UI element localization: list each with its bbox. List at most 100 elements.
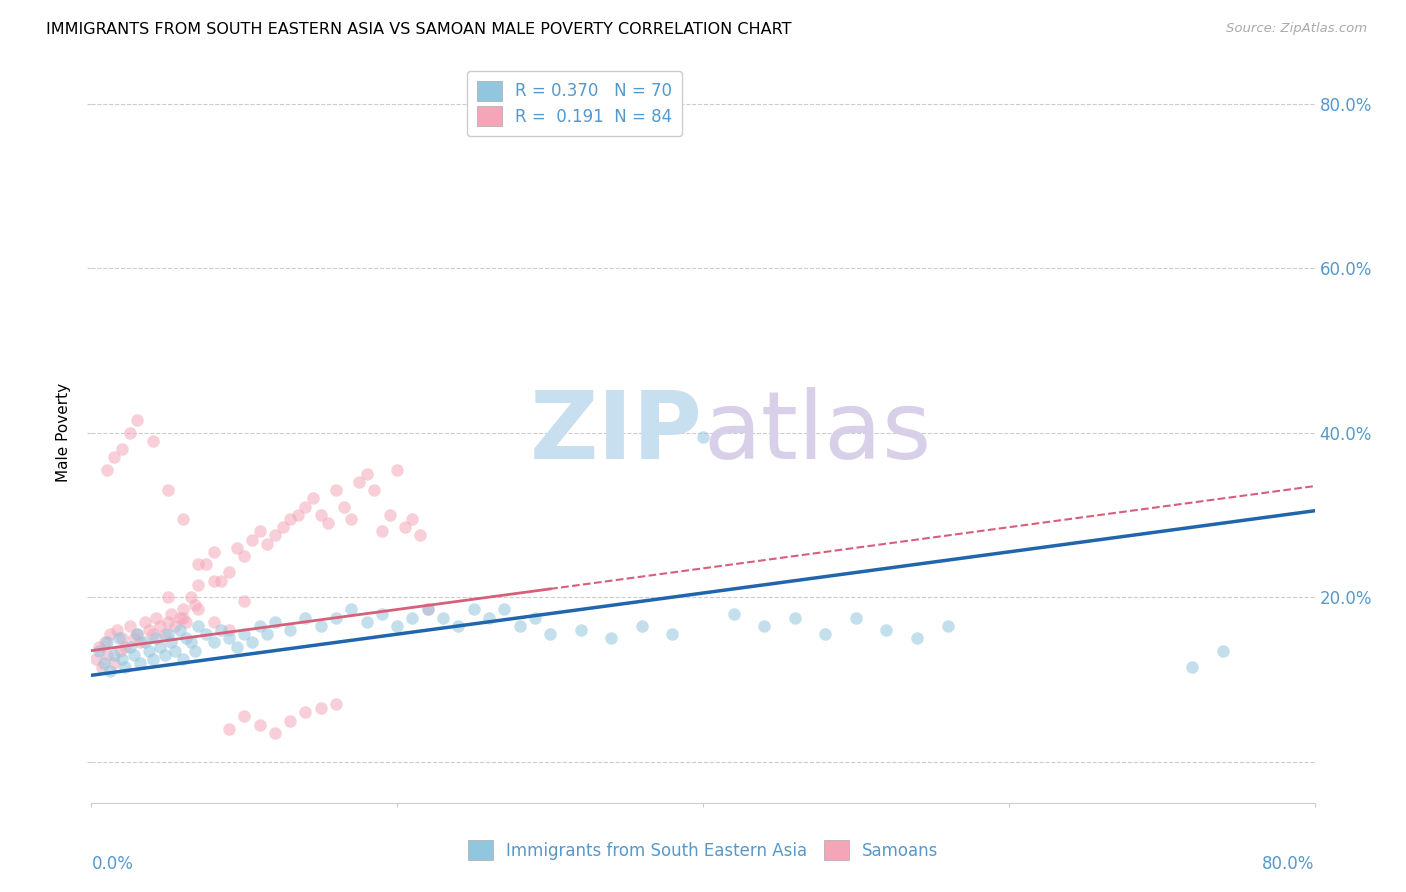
Point <box>936 619 959 633</box>
Point <box>134 635 156 649</box>
Point <box>141 627 163 641</box>
Point <box>138 623 160 637</box>
Point <box>165 643 187 657</box>
Point <box>416 602 439 616</box>
Point <box>114 660 136 674</box>
Y-axis label: Male Poverty: Male Poverty <box>56 383 72 483</box>
Point <box>478 611 501 625</box>
Point <box>240 635 263 649</box>
Point <box>98 627 121 641</box>
Point <box>318 516 340 530</box>
Point <box>600 632 623 646</box>
Point <box>103 656 125 670</box>
Point <box>302 491 325 506</box>
Point <box>174 615 197 629</box>
Point <box>153 648 176 662</box>
Point <box>93 656 115 670</box>
Point <box>278 714 301 728</box>
Point <box>160 635 183 649</box>
Point <box>129 656 152 670</box>
Text: ZIP: ZIP <box>530 386 703 479</box>
Point <box>172 512 194 526</box>
Point <box>172 602 194 616</box>
Point <box>134 615 156 629</box>
Point <box>145 632 167 646</box>
Point <box>264 528 287 542</box>
Point <box>187 578 209 592</box>
Point <box>325 697 347 711</box>
Point <box>187 602 209 616</box>
Point <box>103 648 125 662</box>
Point <box>209 574 232 588</box>
Point <box>278 512 301 526</box>
Point <box>256 537 278 551</box>
Point <box>754 619 776 633</box>
Point <box>91 660 114 674</box>
Point <box>225 640 247 654</box>
Point <box>103 450 125 465</box>
Point <box>218 632 240 646</box>
Point <box>340 602 363 616</box>
Point <box>409 528 432 542</box>
Point <box>249 619 271 633</box>
Point <box>309 701 332 715</box>
Point <box>371 524 394 539</box>
Point <box>127 627 149 641</box>
Point <box>118 619 141 633</box>
Point <box>118 425 141 440</box>
Point <box>233 627 256 641</box>
Point <box>156 615 179 629</box>
Point <box>249 717 271 731</box>
Point <box>87 643 110 657</box>
Point <box>271 520 294 534</box>
Point <box>287 508 309 522</box>
Point <box>87 640 110 654</box>
Point <box>111 442 134 456</box>
Point <box>218 722 240 736</box>
Point <box>325 483 347 498</box>
Point <box>180 590 202 604</box>
Point <box>264 615 287 629</box>
Point <box>169 611 191 625</box>
Point <box>416 602 439 616</box>
Point <box>385 463 409 477</box>
Point <box>172 611 194 625</box>
Point <box>845 611 868 625</box>
Point <box>371 607 394 621</box>
Point <box>184 599 207 613</box>
Point <box>202 615 225 629</box>
Point <box>463 602 485 616</box>
Point <box>661 627 683 641</box>
Point <box>195 627 218 641</box>
Point <box>156 483 179 498</box>
Point <box>122 648 145 662</box>
Point <box>202 635 225 649</box>
Point <box>153 627 176 641</box>
Point <box>118 640 141 654</box>
Text: 80.0%: 80.0% <box>1263 855 1315 872</box>
Point <box>309 508 332 522</box>
Point <box>202 574 225 588</box>
Point <box>111 652 134 666</box>
Point <box>905 632 928 646</box>
Point <box>723 607 745 621</box>
Point <box>278 623 301 637</box>
Point <box>114 640 136 654</box>
Point <box>149 619 172 633</box>
Point <box>401 611 423 625</box>
Point <box>145 611 167 625</box>
Point <box>631 619 654 633</box>
Point <box>264 726 287 740</box>
Legend: Immigrants from South Eastern Asia, Samoans: Immigrants from South Eastern Asia, Samo… <box>460 831 946 869</box>
Point <box>692 430 714 444</box>
Point <box>509 619 531 633</box>
Point <box>218 623 240 637</box>
Point <box>523 611 546 625</box>
Point <box>141 434 163 448</box>
Point <box>538 627 561 641</box>
Text: atlas: atlas <box>703 386 931 479</box>
Point <box>94 635 117 649</box>
Point <box>129 635 152 649</box>
Point <box>1212 643 1234 657</box>
Point <box>378 508 401 522</box>
